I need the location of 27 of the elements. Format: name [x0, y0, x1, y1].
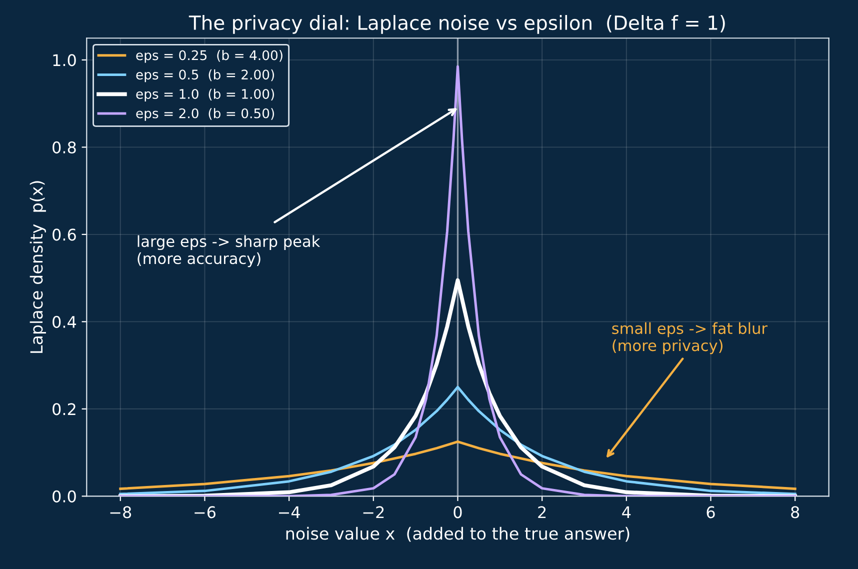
line-series: [119, 386, 796, 496]
chart-title: The privacy dial: Laplace noise vs epsilon (Delta f = 1): [188, 15, 725, 34]
line-series: [119, 65, 796, 496]
legend-label: eps = 0.5 (b = 2.00): [136, 69, 274, 82]
y-tick-label: 0.0: [52, 490, 76, 502]
x-tick-label: 2: [538, 506, 546, 518]
y-tick-label: 0.4: [52, 316, 76, 328]
x-tick-label: 4: [622, 506, 631, 518]
x-tick-label: −4: [278, 506, 300, 518]
legend-label: eps = 1.0 (b = 1.00): [136, 88, 274, 102]
y-tick-label: 0.8: [52, 141, 76, 154]
x-tick-label: 8: [791, 506, 800, 518]
x-tick-label: −8: [110, 506, 132, 518]
y-tick-label: 0.2: [52, 403, 76, 416]
x-tick-label: −6: [194, 506, 216, 518]
y-tick-label: 0.6: [52, 228, 76, 241]
x-tick-label: −2: [363, 506, 384, 518]
annotation: large eps -> sharp peak (more accuracy): [138, 235, 320, 268]
legend-label: eps = 0.25 (b = 4.00): [136, 50, 282, 63]
y-axis-title: Laplace density p(x): [30, 181, 46, 353]
x-tick-label: 0: [454, 506, 462, 518]
legend-label: eps = 2.0 (b = 0.50): [136, 108, 274, 121]
y-tick-label: 1.0: [53, 54, 76, 66]
x-axis-title: noise value x (added to the true answer): [286, 526, 630, 542]
line-series: [119, 440, 796, 490]
annotation: small eps -> fat blur (more privacy): [612, 322, 768, 354]
x-tick-label: 6: [706, 506, 715, 518]
